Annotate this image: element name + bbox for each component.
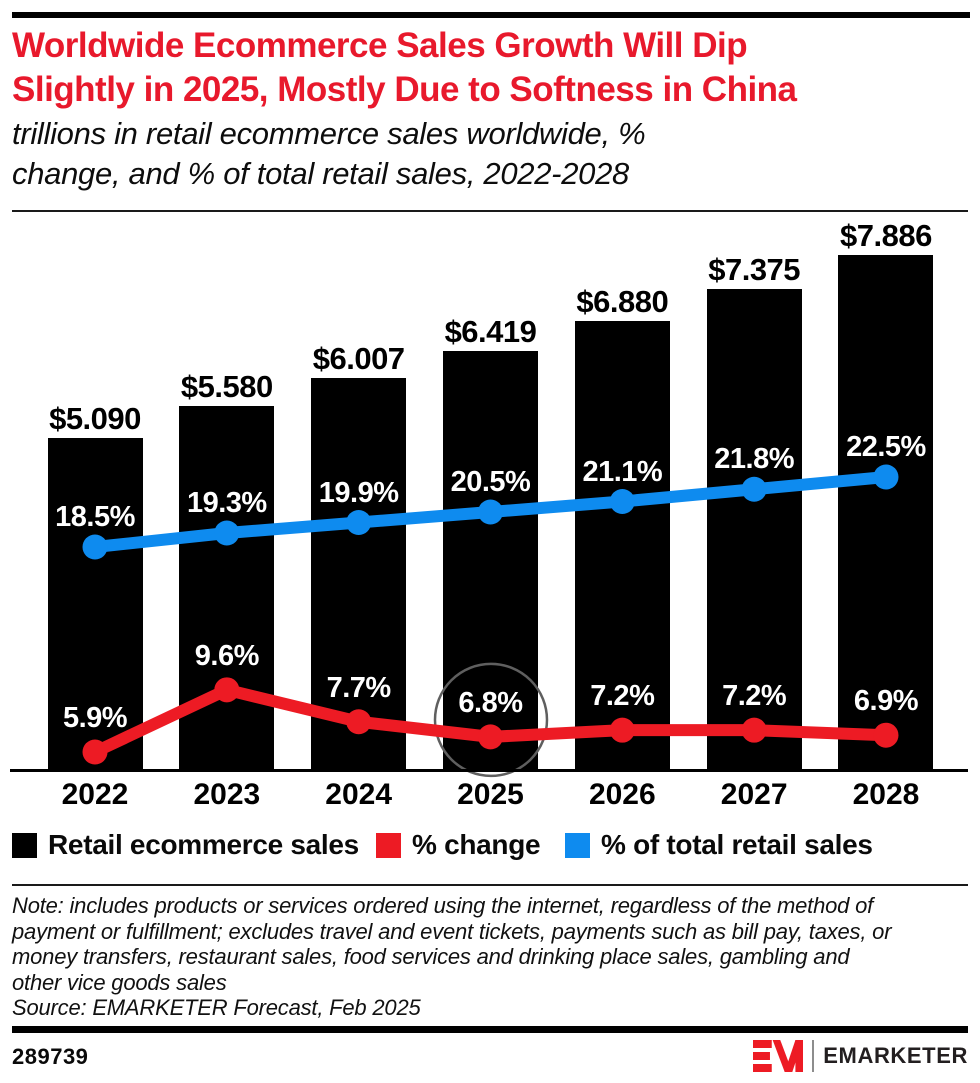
legend-swatch-black-icon (12, 832, 37, 858)
of-total-retail-sales-dot-2022 (82, 534, 108, 560)
bottom-accent-bar (12, 1026, 968, 1033)
bar-value-label-2025: $6.419 (444, 314, 537, 350)
change-dot-2027 (741, 717, 767, 743)
header-divider (12, 210, 968, 212)
brand-name: EMARKETER (823, 1043, 968, 1068)
page-subtitle: trillions in retail ecommerce sales worl… (12, 116, 646, 191)
legend-item-retail-ecommerce-sales: Retail ecommerce sales (12, 829, 359, 860)
x-axis-label-2024: 2024 (325, 778, 393, 811)
footnote-text: Note: includes products or services orde… (12, 893, 892, 995)
bar-2027 (706, 288, 802, 771)
change-dot-2022 (82, 739, 108, 765)
legend: Retail ecommerce sales % change % of tot… (0, 829, 980, 860)
highlight-circle-2025 (433, 662, 549, 778)
of-total-retail-sales-label-2026: 21.1% (582, 455, 663, 488)
bar-value-label-2027: $7.375 (708, 251, 801, 287)
brand-lockup: EMARKETER (753, 1039, 968, 1073)
bar-2024 (311, 378, 407, 771)
legend-label: % change (412, 829, 541, 860)
of-total-retail-sales-label-2022: 18.5% (55, 501, 135, 533)
x-axis-label-2025: 2025 (457, 778, 524, 811)
emarketer-logo-icon (753, 1040, 804, 1072)
change-label-2027: 7.2% (722, 680, 787, 713)
x-axis-label-2023: 2023 (193, 778, 261, 811)
legend-swatch-red-icon (376, 832, 401, 858)
bar-value-label-2028: $7.886 (840, 218, 932, 254)
change-label-2026: 7.2% (590, 680, 655, 713)
x-axis-label-2022: 2022 (61, 778, 129, 811)
bar-value-label-2023: $5.580 (180, 369, 273, 405)
of-total-retail-sales-dot-2023 (214, 520, 240, 546)
legend-item-pct-change: % change (376, 829, 541, 860)
bar-2026 (574, 321, 670, 771)
bar-2028 (838, 255, 934, 771)
legend-label: % of total retail sales (601, 829, 873, 860)
chart-id: 289739 (12, 1044, 89, 1069)
x-axis-label-2028: 2028 (852, 778, 920, 811)
change-dot-2028 (873, 722, 899, 748)
of-total-retail-sales-label-2028: 22.5% (846, 431, 926, 463)
change-dot-2024 (346, 709, 372, 735)
bar-value-label-2026: $6.880 (576, 284, 669, 320)
of-total-retail-sales-dot-2028 (873, 464, 899, 490)
of-total-retail-sales-label-2024: 19.9% (318, 476, 399, 509)
bar-value-label-2022: $5.090 (49, 401, 141, 437)
x-axis-line (10, 769, 968, 772)
of-total-retail-sales-label-2023: 19.3% (186, 487, 267, 519)
change-label-2022: 5.9% (62, 702, 128, 734)
of-total-retail-sales-label-2027: 21.8% (714, 443, 794, 476)
footnote-divider (12, 884, 968, 886)
bar-2022 (47, 438, 143, 771)
change-dot-2026 (609, 717, 635, 743)
legend-item-pct-of-total-retail-sales: % of total retail sales (565, 829, 873, 860)
legend-swatch-blue-icon (565, 832, 590, 858)
source-text: Source: EMARKETER Forecast, Feb 2025 (12, 995, 421, 1020)
x-axis-label-2027: 2027 (720, 778, 788, 811)
change-label-2028: 6.9% (853, 685, 919, 718)
legend-label: Retail ecommerce sales (48, 829, 359, 860)
of-total-retail-sales-dot-2024 (346, 510, 372, 535)
change-dot-2023 (214, 677, 240, 703)
of-total-retail-sales-dot-2027 (741, 476, 767, 502)
change-dot-2025 (477, 724, 503, 750)
of-total-retail-sales-dot-2026 (609, 489, 635, 514)
bar-value-label-2024: $6.007 (312, 341, 405, 377)
x-axis-label-2026: 2026 (588, 778, 656, 811)
bar-2025 (442, 351, 538, 771)
change-label-2024: 7.7% (326, 671, 392, 704)
change-label-2025: 6.8% (458, 686, 523, 719)
change-label-2023: 9.6% (194, 639, 260, 672)
top-accent-bar (12, 12, 970, 18)
of-total-retail-sales-label-2025: 20.5% (450, 466, 531, 498)
of-total-retail-sales-dot-2025 (477, 499, 503, 525)
brand-divider (812, 1040, 815, 1072)
page-title: Worldwide Ecommerce Sales Growth Will Di… (12, 26, 797, 109)
